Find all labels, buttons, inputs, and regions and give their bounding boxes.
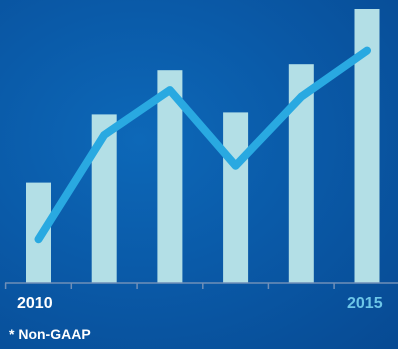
bars-group [26, 9, 380, 284]
footnote: * Non-GAAP [9, 326, 91, 342]
trend-line [34, 46, 371, 244]
x-tick-label-first: 2010 [17, 295, 53, 312]
x-axis [4, 282, 398, 289]
bar-2013 [223, 112, 249, 284]
x-tick-label-last: 2015 [347, 295, 383, 312]
